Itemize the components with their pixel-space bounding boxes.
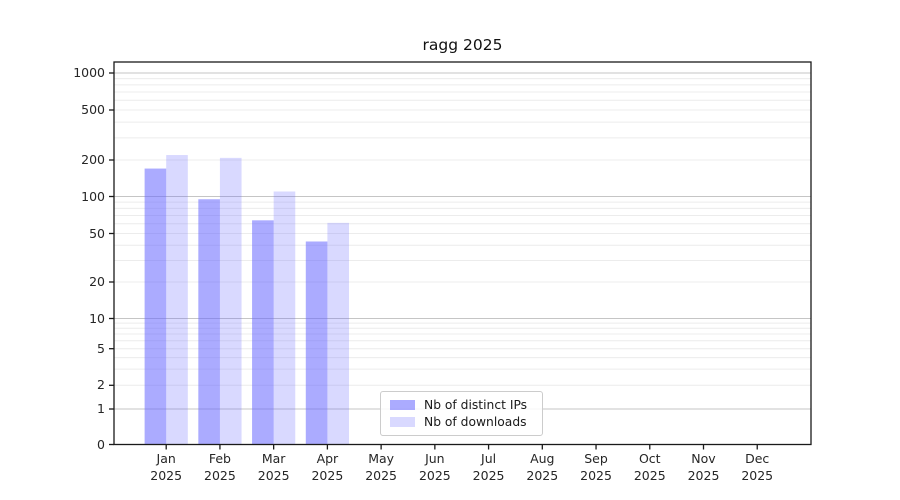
x-tick-label-dec: Dec 2025: [725, 451, 789, 484]
y-tick-label: 1: [97, 401, 105, 416]
legend-row-downloads: Nb of downloads: [390, 415, 533, 429]
x-tick-label-may: May 2025: [349, 451, 413, 484]
chart-title: ragg 2025: [422, 36, 503, 54]
x-tick-year: 2025: [257, 467, 290, 483]
x-tick-year: 2025: [311, 467, 344, 483]
x-tick-label-sep: Sep 2025: [564, 451, 628, 484]
legend-label-distinct-ips: Nb of distinct IPs: [424, 398, 528, 413]
x-tick-year: 2025: [418, 467, 451, 483]
y-tick-label: 100: [81, 188, 105, 204]
x-tick-year: 2025: [741, 467, 774, 483]
x-tick-year: 2025: [526, 467, 559, 483]
x-tick-year: 2025: [580, 467, 612, 483]
x-tick-label-jan: Jan 2025: [134, 451, 198, 484]
bar-nb-of-distinct-ips-jan: [144, 168, 167, 445]
y-tick-label: 0: [97, 436, 105, 452]
y-tick-label: 50: [89, 225, 105, 241]
x-tick-year: 2025: [687, 467, 720, 483]
x-tick-label-mar: Mar 2025: [242, 451, 306, 484]
y-tick-label: 5: [97, 340, 105, 356]
plot-border: [113, 61, 812, 446]
legend-label-downloads: Nb of downloads: [424, 414, 527, 429]
bar-nb-of-distinct-ips-mar: [252, 220, 274, 445]
x-tick-label-oct: Oct 2025: [618, 451, 682, 484]
legend-swatch-downloads: [390, 416, 415, 427]
legend: Nb of distinct IPs Nb of downloads: [380, 391, 543, 436]
x-tick-label-nov: Nov 2025: [672, 451, 736, 484]
legend-swatch-distinct-ips: [390, 400, 415, 411]
x-tick-year: 2025: [204, 467, 236, 483]
legend-row-distinct-ips: Nb of distinct IPs: [390, 398, 533, 412]
x-tick-year: 2025: [633, 467, 666, 483]
bar-nb-of-downloads-apr: [327, 222, 349, 445]
x-tick-label-jul: Jul 2025: [457, 451, 521, 484]
bar-nb-of-downloads-feb: [219, 157, 242, 445]
x-tick-label-jun: Jun 2025: [403, 451, 467, 484]
x-tick-label-apr: Apr 2025: [295, 451, 359, 484]
bar-nb-of-distinct-ips-feb: [198, 199, 220, 445]
x-tick-year: 2025: [472, 467, 505, 483]
x-tick-year: 2025: [150, 467, 183, 483]
x-tick-year: 2025: [365, 467, 398, 483]
bar-nb-of-downloads-jan: [166, 155, 188, 445]
y-tick-label: 500: [81, 102, 105, 117]
y-tick-label: 200: [81, 152, 105, 167]
y-tick-label: 1000: [73, 65, 105, 80]
x-tick-label-aug: Aug 2025: [510, 451, 574, 484]
y-tick-label: 2: [97, 377, 105, 393]
bar-nb-of-downloads-mar: [273, 191, 296, 445]
x-tick-label-feb: Feb 2025: [188, 451, 252, 484]
bar-nb-of-distinct-ips-apr: [305, 241, 328, 445]
y-tick-label: 20: [89, 274, 105, 289]
y-tick-label: 10: [89, 310, 105, 326]
